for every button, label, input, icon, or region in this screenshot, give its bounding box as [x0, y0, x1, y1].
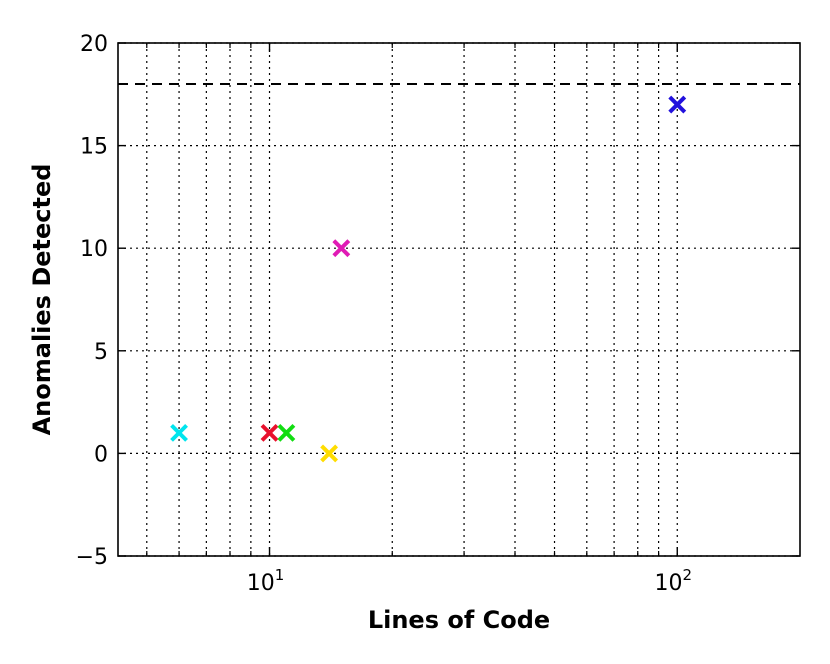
y-tick-label: 10 — [80, 237, 108, 262]
y-tick-label: 5 — [94, 340, 108, 365]
y-axis-label: Anomalies Detected — [28, 164, 56, 436]
x-tick-label: 101 — [247, 566, 285, 596]
data-point — [260, 423, 279, 442]
y-tick-label: 0 — [94, 442, 108, 467]
data-points-layer — [170, 95, 687, 463]
tick-layer: −5 0 5 10 15 20 101 102 — [76, 32, 800, 596]
data-point — [170, 423, 188, 442]
x-axis-label: Lines of Code — [368, 606, 550, 634]
x-tick-label: 102 — [654, 566, 692, 596]
grid-layer — [118, 42, 800, 557]
data-point — [277, 423, 296, 442]
y-tick-label: 15 — [80, 135, 108, 160]
y-tick-label: −5 — [76, 545, 108, 570]
data-point — [668, 95, 687, 114]
plot-frame — [117, 42, 801, 557]
data-point — [332, 239, 351, 258]
y-tick-label: 20 — [80, 32, 108, 57]
data-point — [320, 444, 339, 463]
